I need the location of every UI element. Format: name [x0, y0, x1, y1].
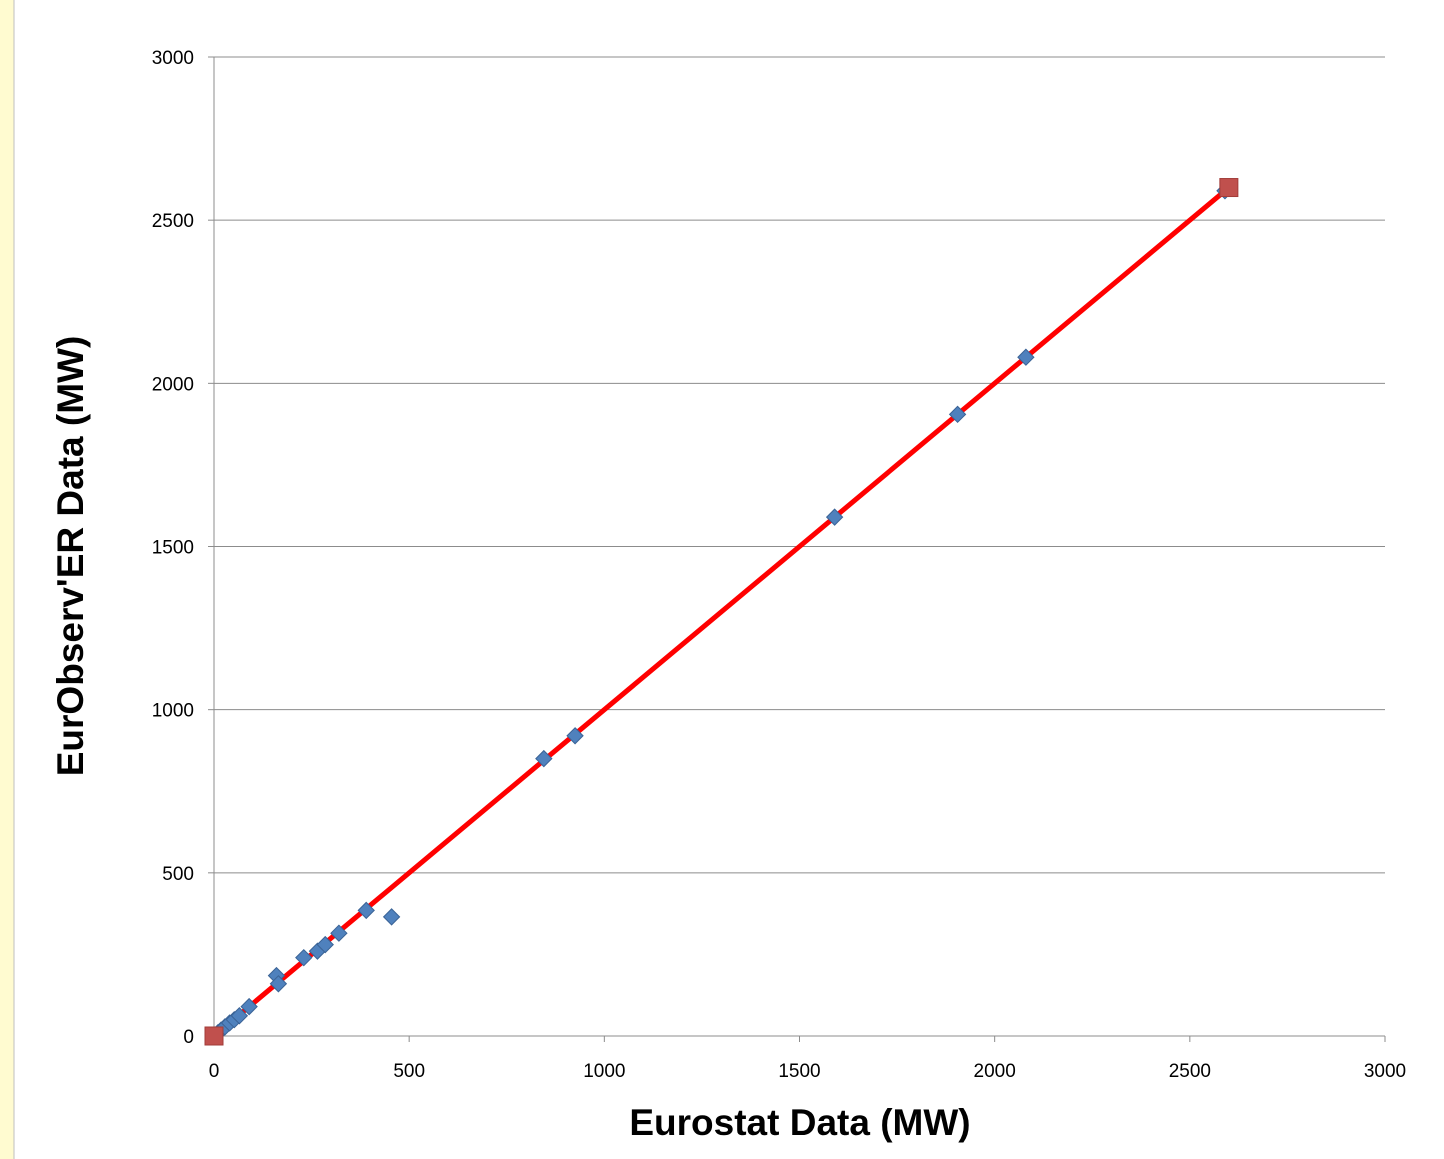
y-tick-label: 0 [183, 1027, 194, 1048]
chart-area-background [14, 0, 1444, 1159]
y-tick-label: 2500 [152, 211, 194, 232]
data-point-diamond [535, 749, 553, 768]
x-tick-label: 1500 [778, 1061, 820, 1082]
x-axis-title: Eurostat Data (MW) [629, 1102, 970, 1143]
data-point-diamond [295, 948, 313, 967]
data-point-diamond [316, 935, 334, 954]
data-point-diamond [566, 727, 584, 745]
x-tick-labels: 0 500 1000 1500 2000 2500 3000 [209, 1061, 1406, 1082]
y-tick-label: 500 [162, 864, 194, 885]
data-point-diamond [825, 508, 844, 526]
y-tick-label: 3000 [152, 48, 194, 69]
data-point-diamond [330, 924, 348, 942]
data-point-square [1219, 178, 1239, 198]
reference-points [204, 178, 1239, 1046]
data-point-diamond [240, 997, 258, 1016]
data-point-diamond [382, 908, 401, 926]
data-point-diamond [357, 901, 375, 920]
data-point-diamond [269, 975, 288, 993]
x-tick-label: 1000 [583, 1061, 625, 1082]
data-point-diamond [230, 1007, 249, 1025]
y-axis-title: EurObserv'ER Data (MW) [50, 336, 91, 777]
data-point-square [204, 1026, 224, 1046]
data-point-diamond [948, 405, 967, 424]
x-tick-label: 0 [209, 1061, 220, 1082]
fit-line-layer [211, 185, 1232, 1039]
data-point-diamond [1017, 348, 1035, 366]
y-tick-label: 1000 [152, 701, 194, 722]
x-tick-label: 500 [393, 1061, 425, 1082]
y-tick-label: 1500 [152, 538, 194, 559]
y-tick-labels: 0 500 1000 1500 2000 2500 3000 [152, 48, 194, 1048]
axes [208, 56, 1386, 1042]
reference-line [211, 185, 1232, 1039]
x-tick-label: 3000 [1364, 1061, 1406, 1082]
x-tick-label: 2000 [974, 1061, 1016, 1082]
y-tick-label: 2000 [152, 374, 194, 395]
x-tick-label: 2500 [1169, 1061, 1211, 1082]
